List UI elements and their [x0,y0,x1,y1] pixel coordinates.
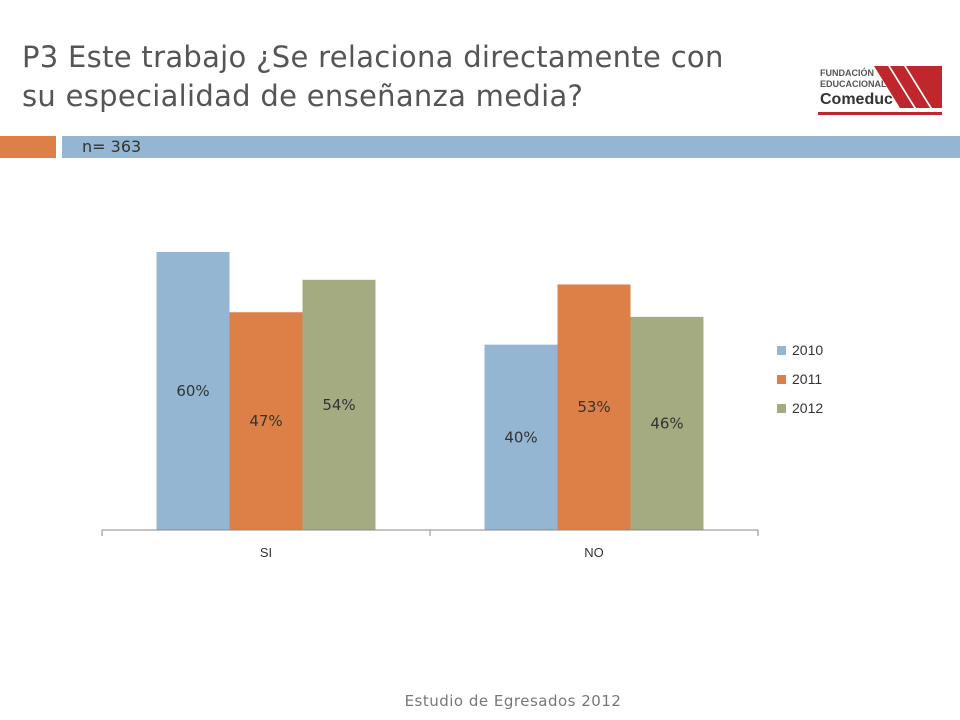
data-label-si-2011: 47% [249,412,282,430]
logo-line-3: Comeduc [820,91,893,108]
legend-swatch-2010 [777,346,786,355]
data-label-no-2012: 46% [650,414,683,432]
legend-label-2010: 2010 [792,342,823,358]
comeduc-logo: FUNDACIÓN EDUCACIONAL Comeduc [818,66,942,115]
footer-text: Estudio de Egresados 2012 [404,692,622,710]
logo-underline [818,112,942,115]
legend-swatch-2011 [777,375,786,384]
logo-line-2: EDUCACIONAL [820,79,887,89]
x-tick-label-no: NO [584,545,604,560]
data-label-si-2010: 60% [176,382,209,400]
data-label-no-2011: 53% [577,398,610,416]
bar-no-2011 [557,284,631,530]
title-line-1: P3 Este trabajo ¿Se relaciona directamen… [22,40,724,74]
page-title: P3 Este trabajo ¿Se relaciona directamen… [22,38,822,116]
x-tick-label-si: SI [260,545,272,560]
bar-no-2012 [630,316,704,530]
legend-label-2011: 2011 [792,371,822,387]
accent-blue-bar [62,136,960,158]
accent-orange-tab [0,136,56,158]
bar-si-2010 [156,252,230,530]
data-label-si-2012: 54% [322,396,355,414]
logo-line-1: FUNDACIÓN [820,67,874,78]
data-label-no-2010: 40% [504,428,537,446]
sample-size-label: n= 363 [82,137,142,156]
bar-no-2010 [484,344,558,530]
title-line-2: su especialidad de enseñanza media? [22,79,584,113]
bar-si-2012 [302,279,376,530]
legend-label-2012: 2012 [792,400,823,416]
legend-swatch-2012 [777,404,786,413]
bar-si-2011 [229,312,303,530]
logo-stripes-icon [874,66,942,108]
